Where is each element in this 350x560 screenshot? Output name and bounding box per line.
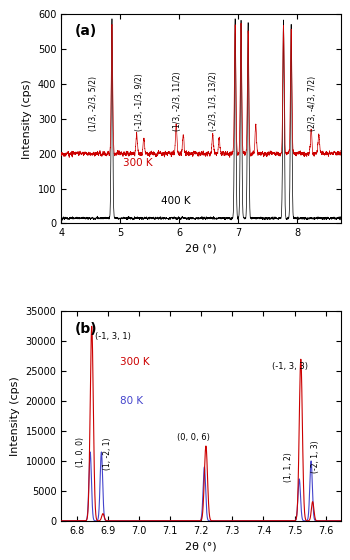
Text: (1, -2, 1): (1, -2, 1) [103, 437, 112, 470]
Text: (0, 0, 6): (0, 0, 6) [177, 433, 210, 442]
Text: (1, 0, 0): (1, 0, 0) [76, 437, 85, 467]
Y-axis label: Intensity (cps): Intensity (cps) [22, 79, 32, 158]
Text: (b): (b) [75, 322, 98, 336]
Text: (1/3, -2/3, 5/2): (1/3, -2/3, 5/2) [89, 76, 98, 131]
Text: (-1, 3, 3): (-1, 3, 3) [272, 362, 308, 371]
Text: 400 K: 400 K [161, 196, 191, 206]
Text: (-1/3, -1/3, 9/2): (-1/3, -1/3, 9/2) [134, 73, 144, 131]
X-axis label: 2θ (°): 2θ (°) [186, 541, 217, 551]
Text: (2/3, -4/3, 7/2): (2/3, -4/3, 7/2) [308, 76, 317, 131]
Text: (1, 1, 2): (1, 1, 2) [284, 452, 293, 482]
Y-axis label: Intensity (cps): Intensity (cps) [10, 376, 20, 456]
Text: (a): (a) [75, 25, 98, 39]
Text: 300 K: 300 K [123, 158, 153, 168]
Text: (-2/3, 1/3, 13/2): (-2/3, 1/3, 13/2) [209, 71, 218, 131]
Text: (-1, 3, 1): (-1, 3, 1) [96, 332, 131, 341]
Text: (1/3, -2/3, 11/2): (1/3, -2/3, 11/2) [174, 71, 182, 131]
Text: 300 K: 300 K [120, 357, 150, 367]
Text: 80 K: 80 K [120, 396, 144, 406]
Text: (-2, 1, 3): (-2, 1, 3) [311, 440, 320, 473]
X-axis label: 2θ (°): 2θ (°) [186, 244, 217, 254]
